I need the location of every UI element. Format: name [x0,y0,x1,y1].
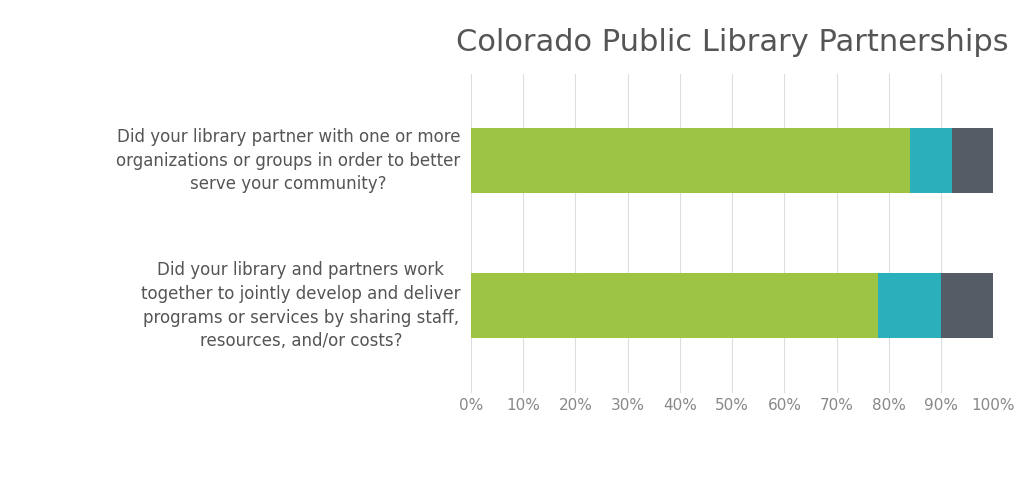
Bar [941,273,993,338]
Bar [909,128,951,193]
Text: Did your library and partners work
together to jointly develop and deliver
progr: Did your library and partners work toget… [141,261,461,350]
Bar [879,273,941,338]
Title: Colorado Public Library Partnerships: Colorado Public Library Partnerships [456,28,1009,57]
Bar [471,273,879,338]
Text: Did your library partner with one or more
organizations or groups in order to be: Did your library partner with one or mor… [117,128,461,193]
Bar [951,128,993,193]
Bar [471,128,909,193]
